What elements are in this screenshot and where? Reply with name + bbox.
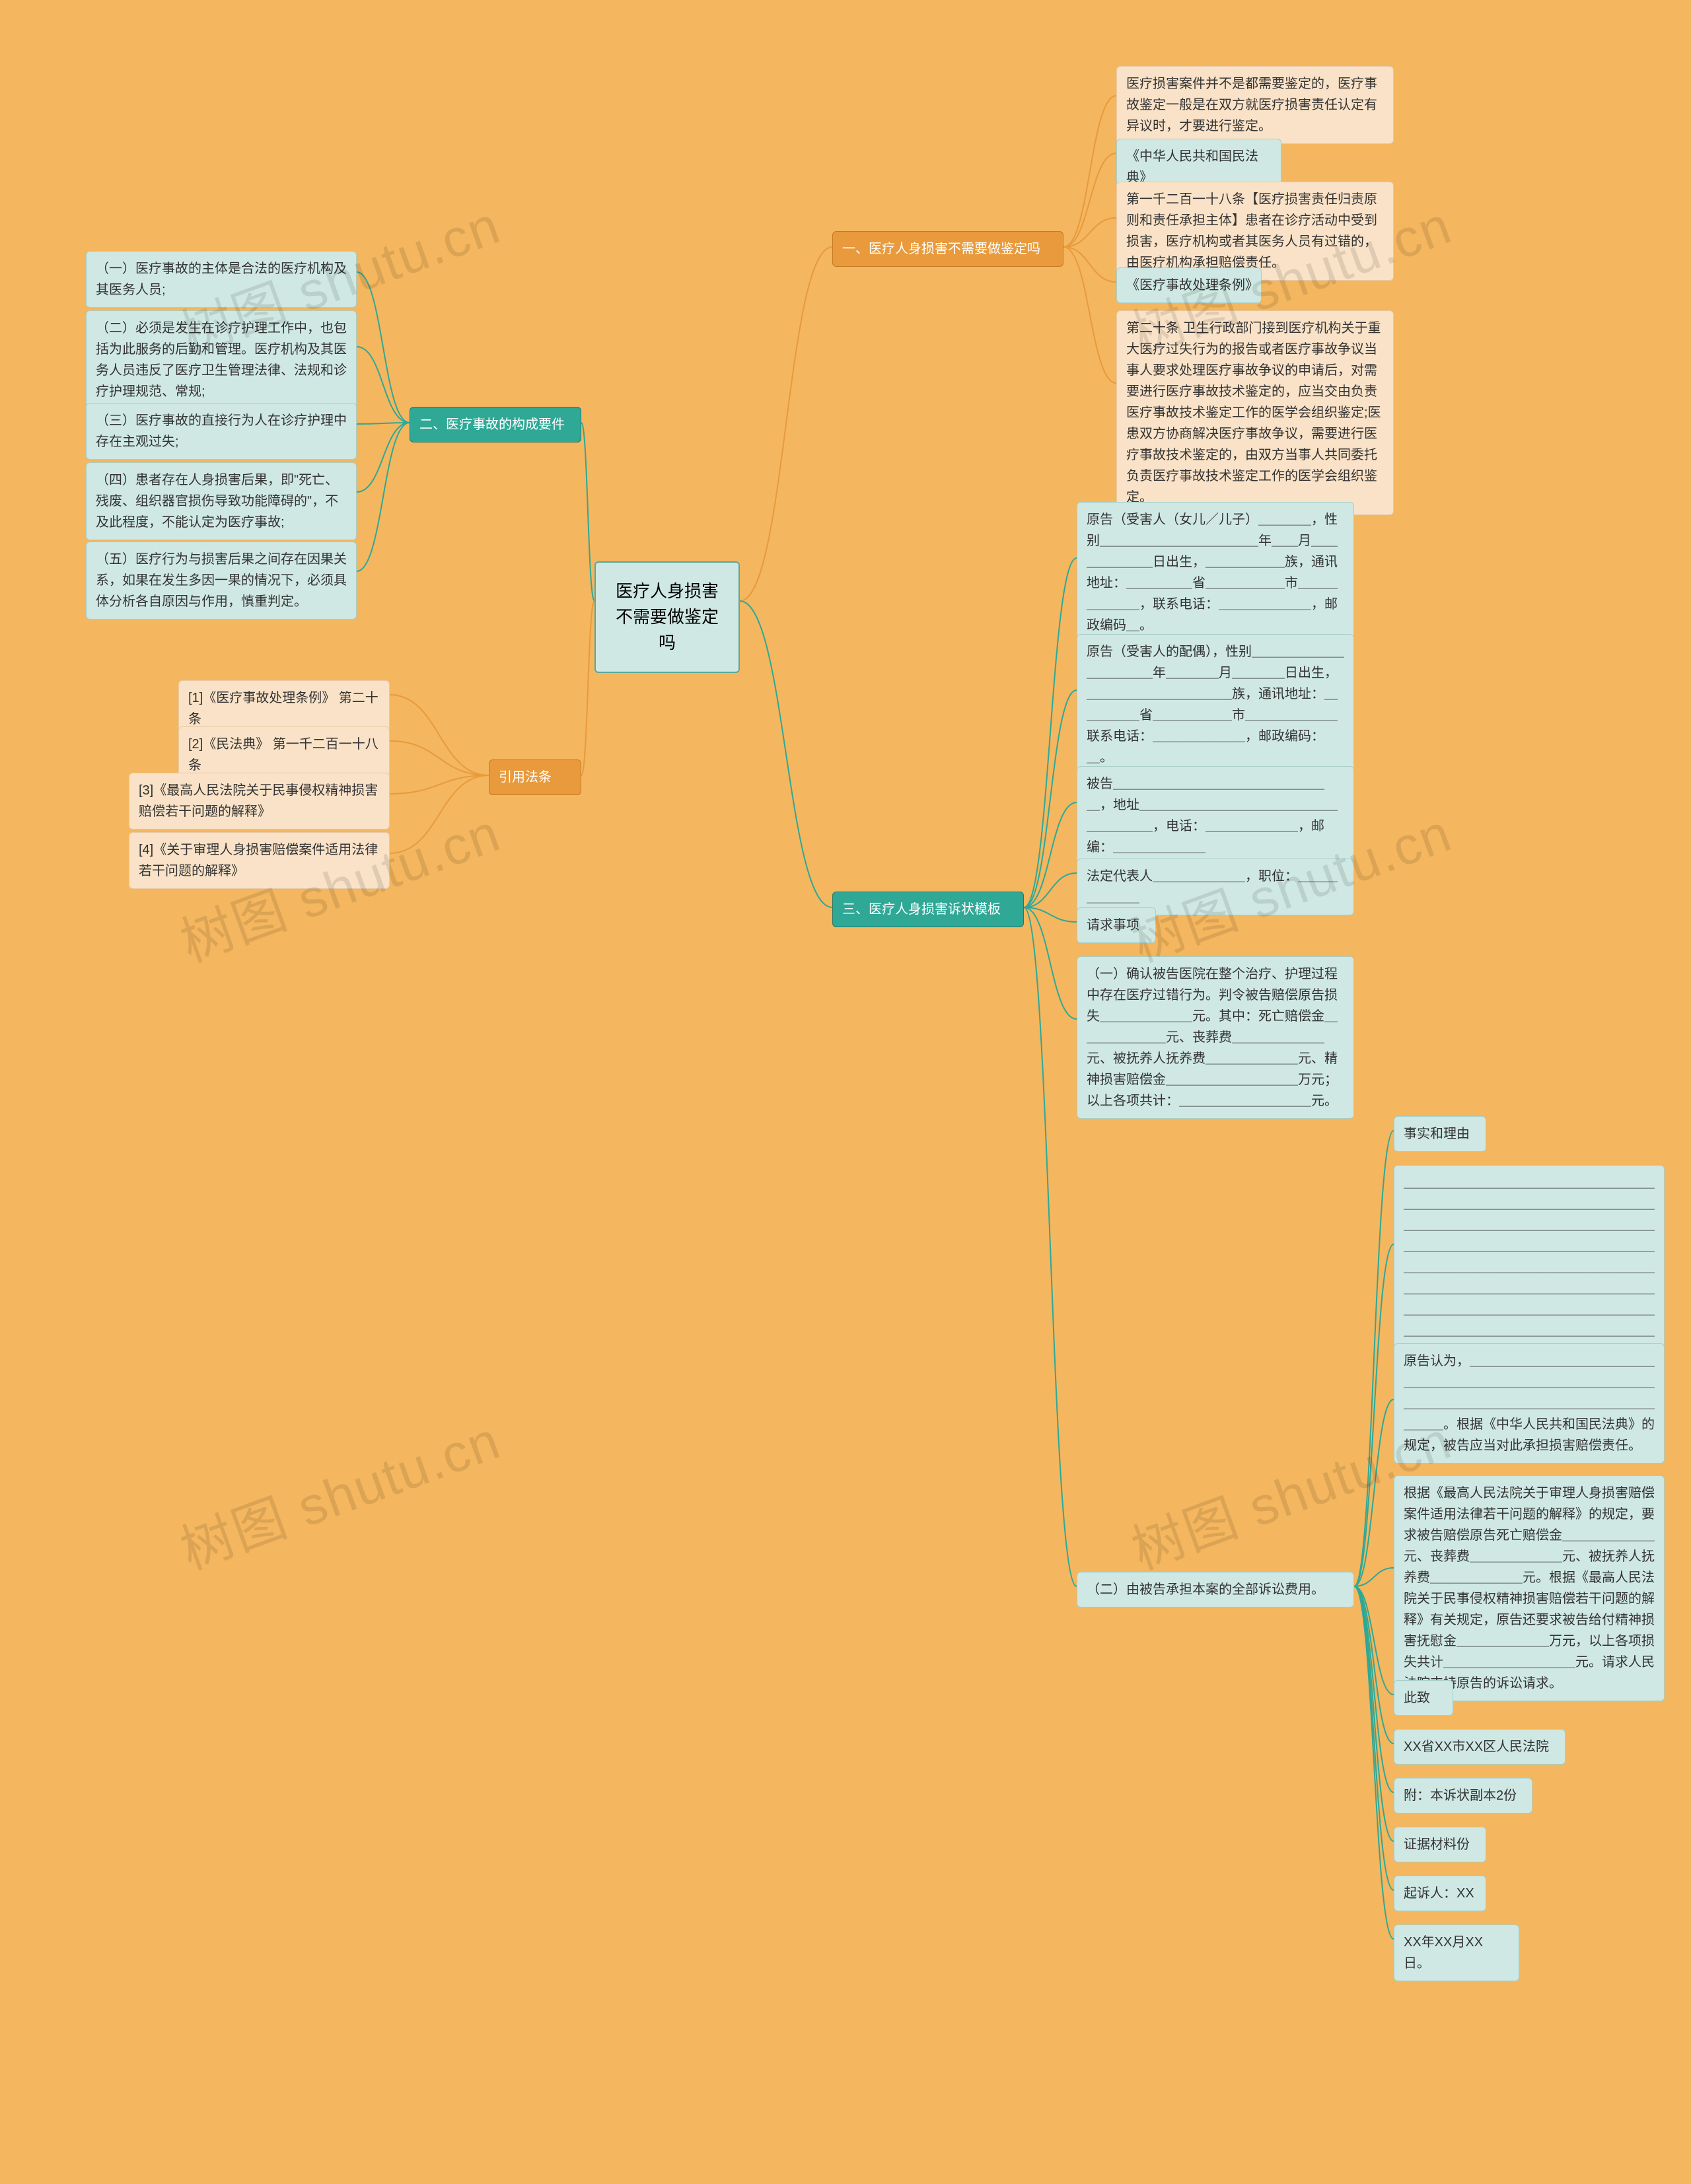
- b2-leaf-0: （一）医疗事故的主体是合法的医疗机构及其医务人员;: [86, 251, 357, 308]
- b3sub-leaf-9: XX年XX月XX日。: [1394, 1924, 1519, 1981]
- b3sub-leaf-0: 事实和理由: [1394, 1116, 1486, 1152]
- b1-leaf-4: 第二十条 卫生行政部门接到医疗机构关于重大医疗过失行为的报告或者医疗事故争议当事…: [1116, 310, 1394, 515]
- watermark: 树图 shutu.cn: [168, 1398, 509, 1584]
- branch-b1: 一、医疗人身损害不需要做鉴定吗: [832, 231, 1063, 267]
- b4-leaf-2: [3]《最高人民法院关于民事侵权精神损害赔偿若干问题的解释》: [129, 773, 390, 829]
- branch-b2: 二、医疗事故的构成要件: [410, 407, 581, 442]
- root-node: 医疗人身损害不需要做鉴定吗: [594, 561, 740, 673]
- b2-leaf-4: （五）医疗行为与损害后果之间存在因果关系，如果在发生多因一果的情况下，必须具体分…: [86, 542, 357, 619]
- b3sub-leaf-3: 根据《最高人民法院关于审理人身损害赔偿案件适用法律若干问题的解释》的规定，要求被…: [1394, 1475, 1665, 1701]
- b4-leaf-3: [4]《关于审理人身损害赔偿案件适用法律若干问题的解释》: [129, 832, 390, 889]
- b3sub-leaf-8: 起诉人：XX: [1394, 1876, 1486, 1911]
- b3-leaf-1: 原告（受害人的配偶），性别＿＿＿＿＿＿＿＿＿＿＿＿年＿＿＿＿月＿＿＿＿日出生，＿…: [1077, 634, 1354, 775]
- b2-leaf-1: （二）必须是发生在诊疗护理工作中，也包括为此服务的后勤和管理。医疗机构及其医务人…: [86, 310, 357, 409]
- b3sub-leaf-6: 附：本诉状副本2份: [1394, 1778, 1532, 1814]
- b3-leaf-6: （二）由被告承担本案的全部诉讼费用。: [1077, 1572, 1354, 1607]
- b1-leaf-0: 医疗损害案件并不是都需要鉴定的，医疗事故鉴定一般是在双方就医疗损害责任认定有异议…: [1116, 66, 1394, 144]
- b2-leaf-2: （三）医疗事故的直接行为人在诊疗护理中存在主观过失;: [86, 403, 357, 460]
- b3sub-leaf-2: 原告认为，＿＿＿＿＿＿＿＿＿＿＿＿＿＿＿＿＿＿＿＿＿＿＿＿＿＿＿＿＿＿＿＿＿＿＿…: [1394, 1343, 1665, 1463]
- b3-leaf-0: 原告（受害人（女儿／儿子）＿＿＿＿，性别＿＿＿＿＿＿＿＿＿＿＿＿年＿＿月＿＿＿＿…: [1077, 502, 1354, 643]
- b1-leaf-2: 第一千二百一十八条【医疗损害责任归责原则和责任承担主体】患者在诊疗活动中受到损害…: [1116, 182, 1394, 281]
- b3sub-leaf-7: 证据材料份: [1394, 1827, 1486, 1862]
- b3-leaf-2: 被告＿＿＿＿＿＿＿＿＿＿＿＿＿＿＿＿＿，地址＿＿＿＿＿＿＿＿＿＿＿＿＿＿＿＿＿＿…: [1077, 766, 1354, 865]
- b3sub-leaf-5: XX省XX市XX区人民法院: [1394, 1729, 1565, 1765]
- b3-leaf-4: 请求事项: [1077, 907, 1156, 943]
- b1-leaf-3: 《医疗事故处理条例》: [1116, 267, 1262, 303]
- b2-leaf-3: （四）患者存在人身损害后果，即"死亡、残废、组织器官损伤导致功能障碍的"，不及此…: [86, 462, 357, 540]
- branch-b4: 引用法条: [489, 759, 581, 795]
- b3sub-leaf-4: 此致: [1394, 1680, 1453, 1716]
- branch-b3: 三、医疗人身损害诉状模板: [832, 892, 1024, 927]
- b3-leaf-5: （一）确认被告医院在整个治疗、护理过程中存在医疗过错行为。判令被告赔偿原告损失＿…: [1077, 956, 1354, 1119]
